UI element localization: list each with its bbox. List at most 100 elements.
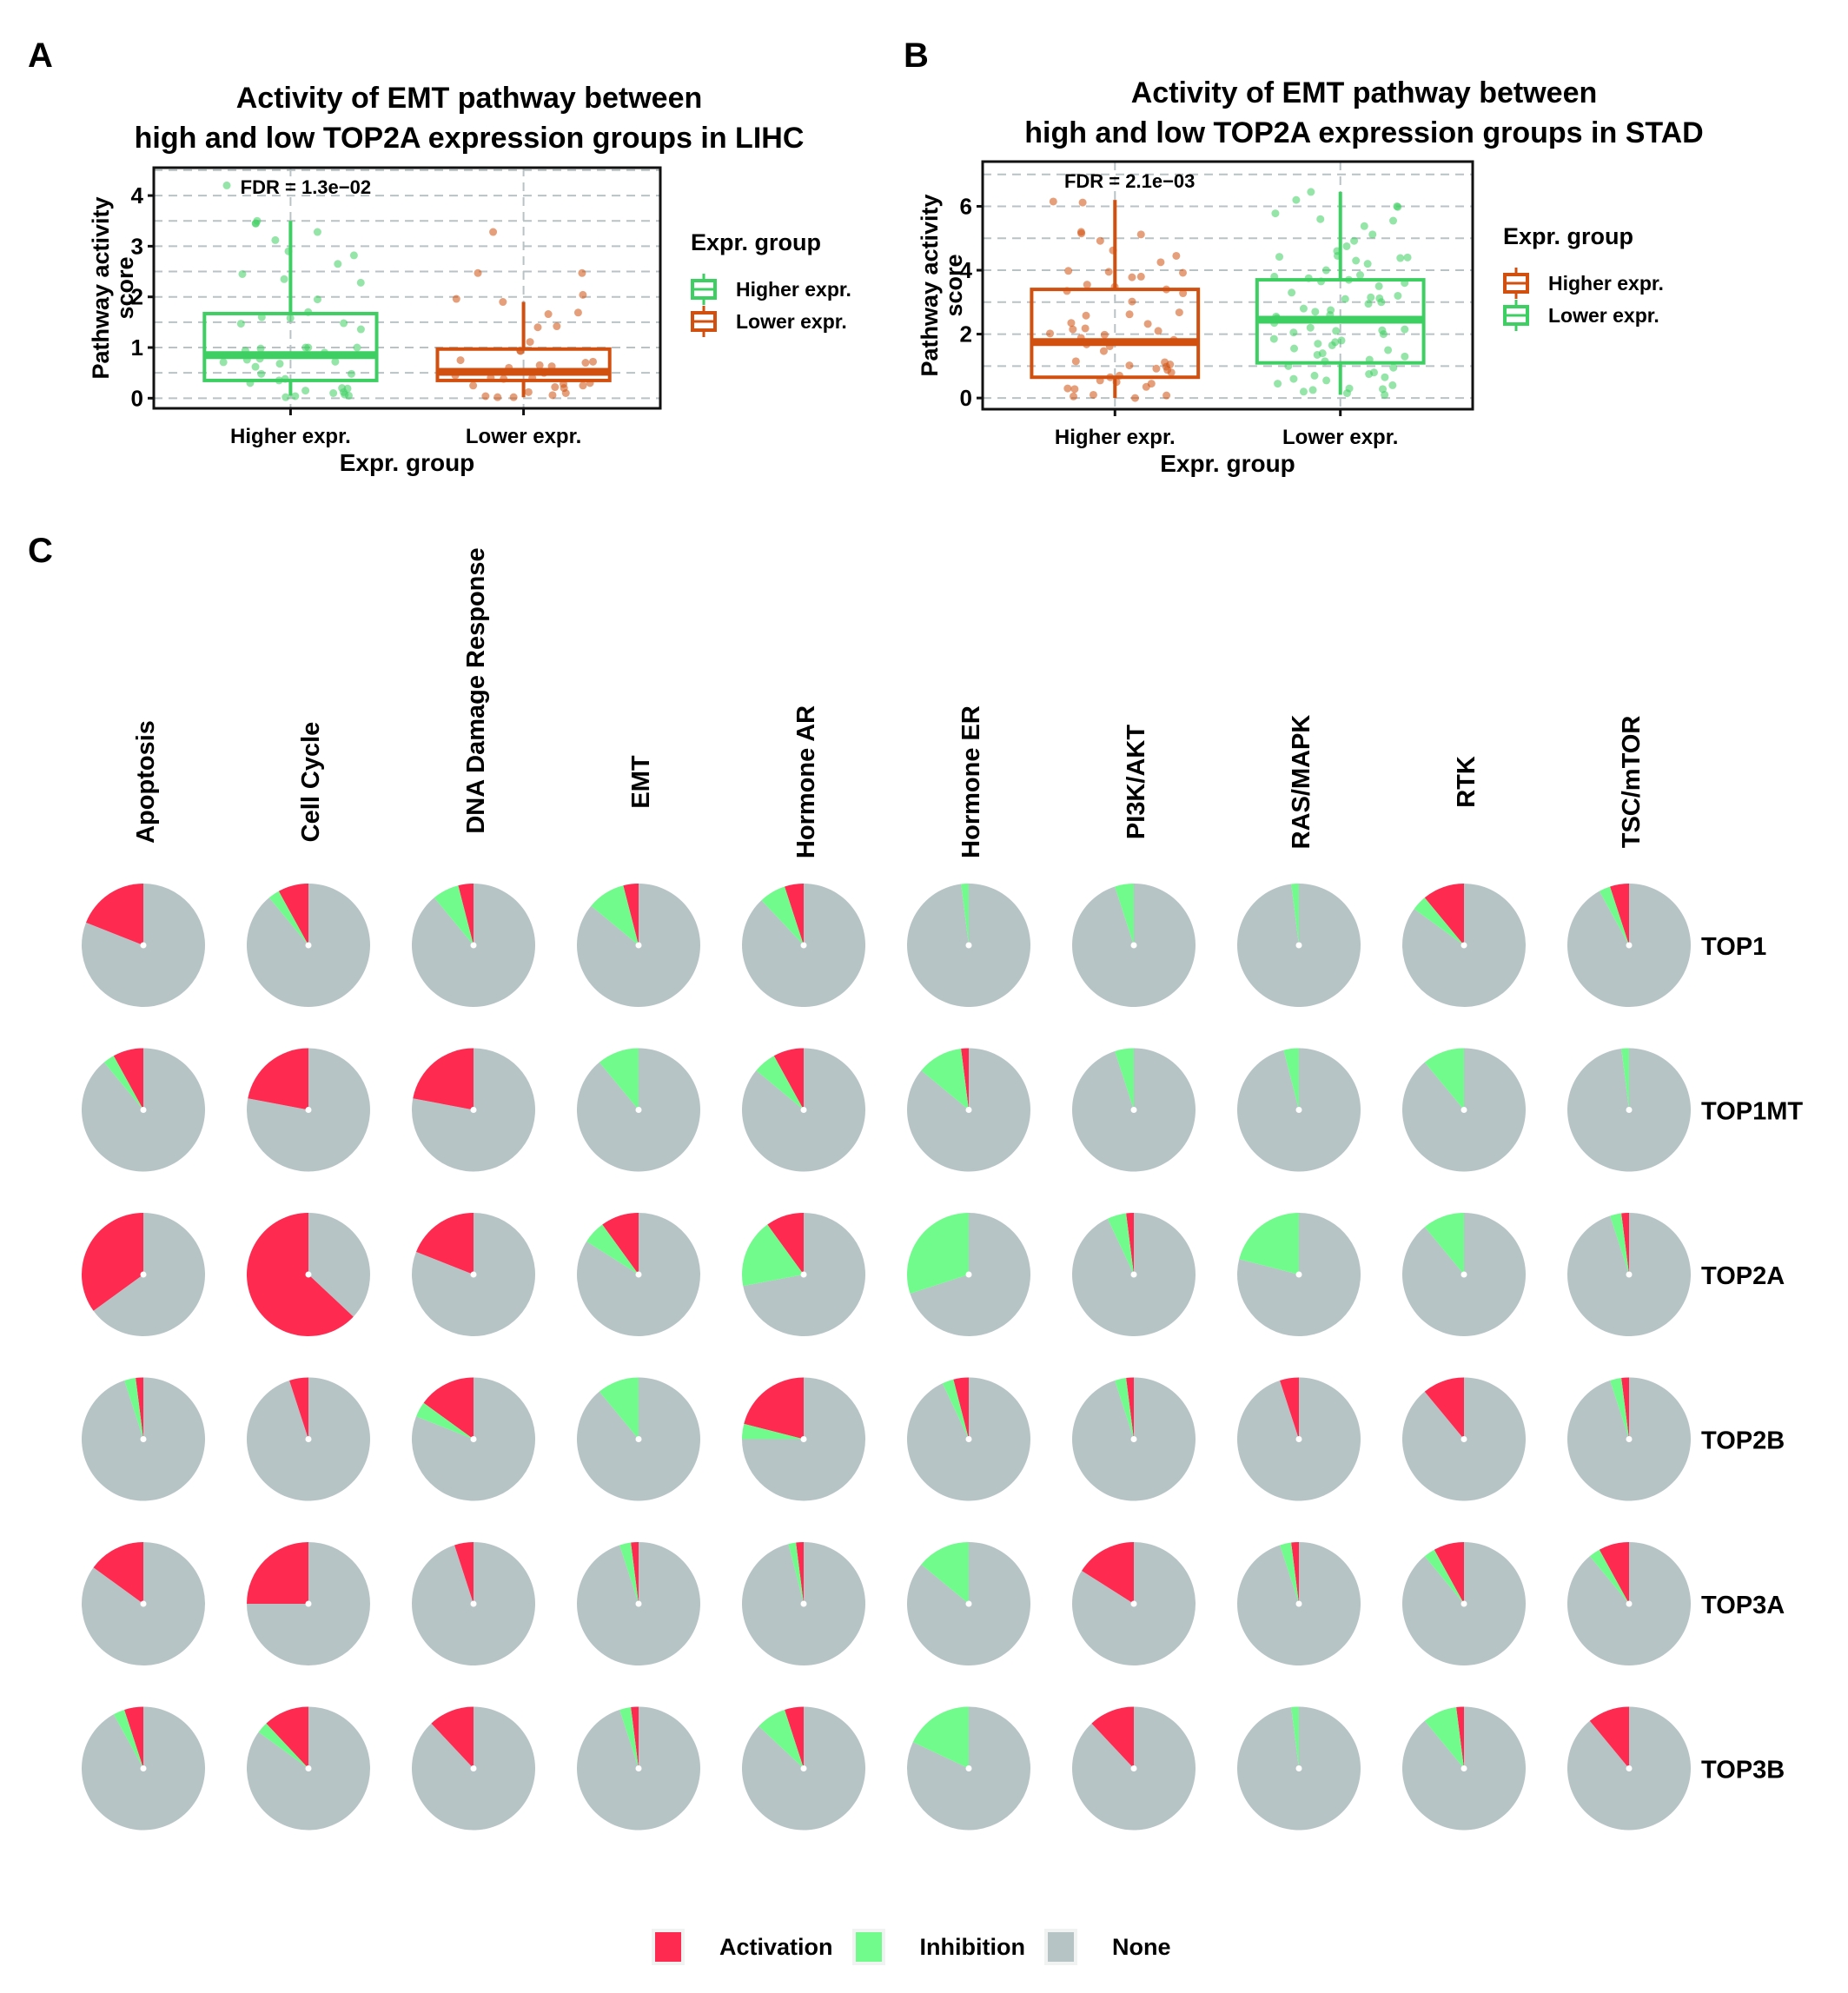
y-axis-label-line1: Pathway activity (88, 196, 114, 379)
pie-center-dot (1461, 1271, 1467, 1278)
chart-b-title: Activity of EMT pathway between high and… (930, 73, 1798, 153)
data-point (1308, 386, 1317, 394)
data-point (1342, 242, 1351, 250)
pie-chart (1566, 1048, 1691, 1172)
pie-center-dot (305, 1436, 312, 1442)
data-point (1389, 363, 1398, 372)
data-point (1275, 253, 1284, 262)
data-point (1179, 289, 1188, 298)
pie-column-label: PI3K/AKT (1123, 725, 1150, 839)
pie-slice-inhibition (1107, 1213, 1134, 1275)
pie-slice-inhibition (921, 1542, 969, 1604)
pie-slice-inhibition (1291, 1706, 1299, 1769)
pie-chart (1071, 884, 1196, 1007)
pie-slice-activation (247, 1542, 308, 1604)
pie-slice-activation (247, 1213, 354, 1336)
legend-item-none: None (1044, 1929, 1171, 1965)
legend-label-activation: Activation (719, 1933, 833, 1960)
y-tick-label: 0 (960, 385, 972, 411)
pie-chart (741, 1706, 865, 1831)
pie-center-dot (1461, 1765, 1467, 1771)
data-point (344, 391, 353, 400)
pie-center-dot (800, 942, 807, 949)
pie-slice-activation (785, 1706, 804, 1769)
data-point (1128, 273, 1136, 281)
data-point (1269, 334, 1278, 343)
pie-slice-inhibition (1424, 1213, 1464, 1275)
pie-center-dot (140, 1600, 147, 1607)
pie-center-dot (470, 1107, 477, 1113)
pie-slice-activation (454, 1542, 474, 1604)
pie-center-dot (1626, 1765, 1633, 1771)
pie-slice-activation (289, 1377, 308, 1440)
data-point (1363, 260, 1372, 268)
data-point (1077, 229, 1086, 238)
pie-chart (577, 1213, 700, 1336)
pie-slice-none (308, 1213, 371, 1317)
legend-label-inhibition: Inhibition (919, 1933, 1025, 1960)
pie-slice-activation (1291, 1542, 1299, 1604)
data-point (489, 228, 498, 236)
pie-slice-inhibition (961, 884, 969, 945)
pie-grid-c: Apoptosis Cell Cycle DNA Damage Response EM… (81, 547, 1803, 1831)
pie-chart (1567, 1377, 1692, 1501)
pie-column-label: TSC/mTOR (1618, 716, 1646, 849)
data-point (581, 359, 590, 367)
data-point (1067, 319, 1076, 328)
pie-chart (742, 1048, 866, 1172)
data-point (456, 356, 465, 365)
data-point (1384, 346, 1393, 354)
data-point (256, 344, 265, 353)
box-iqr (1030, 288, 1201, 380)
x-axis-label: Expr. group (1160, 450, 1295, 477)
pie-row-label: TOP1 (1701, 933, 1766, 961)
pie-center-dot (1626, 1436, 1633, 1442)
pie-center-dot (965, 1107, 972, 1113)
data-point (474, 268, 482, 277)
pie-slice-activation (136, 1377, 143, 1440)
pie-center-dot (965, 1436, 972, 1442)
pie-slice-activation (1621, 1377, 1629, 1440)
pie-chart (1237, 1213, 1361, 1336)
y-axis-label-line1: Pathway activity (917, 194, 943, 376)
data-point (301, 343, 310, 352)
x-axis-label: Expr. group (340, 449, 475, 476)
pie-slice-activation (413, 1048, 474, 1110)
legend-label: Higher expr. (1548, 272, 1664, 295)
pie-slice-inhibition (1610, 1378, 1629, 1440)
pie-chart (1072, 1542, 1196, 1665)
pie-center-dot (140, 1765, 147, 1771)
plot-frame (981, 160, 1474, 411)
data-point (1350, 236, 1359, 245)
data-point (1078, 198, 1087, 207)
pie-center-dot (635, 1107, 642, 1113)
x-tick-label: Lower expr. (466, 425, 581, 448)
pie-slice-activation (1091, 1706, 1134, 1769)
data-point (347, 369, 355, 378)
data-point (251, 362, 260, 371)
pie-chart (1401, 884, 1526, 1007)
pie-center-dot (965, 1765, 972, 1771)
pie-slice-inhibition (742, 1423, 804, 1440)
data-point (251, 219, 260, 228)
data-point (509, 393, 518, 401)
chart-b-title-line1: Activity of EMT pathway between (1130, 76, 1598, 109)
pie-center-dot (1461, 942, 1467, 949)
pie-chart (1567, 1213, 1692, 1336)
pie-center-dot (1461, 1600, 1467, 1607)
pie-slice-inhibition (113, 1709, 143, 1769)
data-point (1292, 195, 1301, 204)
pie-slice-activation (767, 1213, 804, 1275)
pie-slice-inhibition (758, 1709, 804, 1769)
pie-center-dot (305, 1271, 312, 1278)
data-point (1069, 325, 1077, 334)
pie-slice-activation (1126, 1213, 1134, 1275)
data-point (1321, 266, 1330, 275)
data-point (1299, 387, 1308, 396)
data-point (349, 251, 358, 260)
pie-chart (412, 1706, 536, 1831)
pie-slice-activation (113, 1048, 143, 1110)
data-point (1099, 347, 1108, 355)
data-point (1100, 330, 1109, 339)
pie-slice-activation (1589, 1706, 1629, 1769)
